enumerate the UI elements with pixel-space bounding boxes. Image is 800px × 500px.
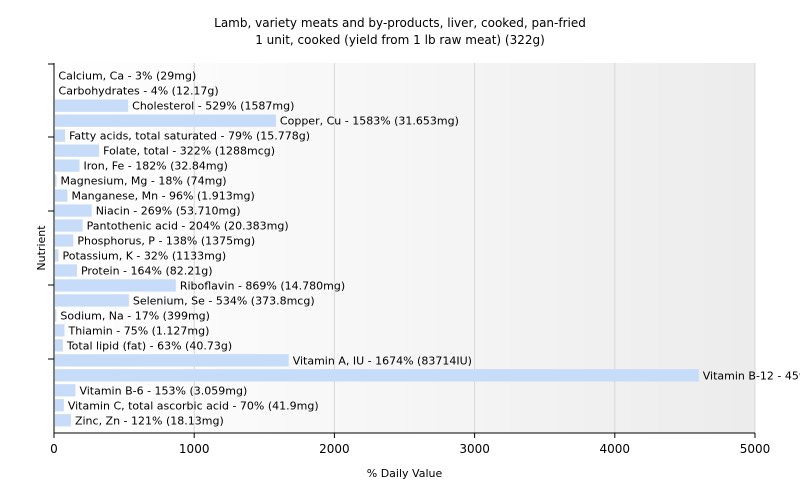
bar-label: Folate, total - 322% (1288mcg) [103,145,275,158]
bar [55,384,76,397]
bar [55,414,71,427]
x-tick-label: 0 [50,442,58,456]
x-tick-label: 1000 [179,442,210,456]
bar [55,249,59,262]
bar-label: Copper, Cu - 1583% (31.653mg) [280,115,459,128]
x-tick-labels: 0 1000 2000 3000 4000 5000 [50,442,770,456]
bar [55,324,65,337]
bars: Calcium, Ca - 3% (29mg) Carbohydrates - 4… [55,70,800,427]
bar-label: Total lipid (fat) - 63% (40.73g) [66,339,232,352]
bar [55,264,77,277]
bar-label: Zinc, Zn - 121% (18.13mg) [75,414,224,427]
x-tick-label: 5000 [740,442,771,456]
x-axis-label: % Daily Value [367,467,443,480]
bar-label: Sodium, Na - 17% (399mg) [60,309,210,322]
bar [55,309,57,322]
bar-label: Carbohydrates - 4% (12.17g) [59,85,219,98]
bar [55,219,83,232]
bar [55,399,64,412]
bar-label: Protein - 164% (82.21g) [81,264,213,277]
bar [55,369,699,382]
bar-label: Vitamin B-12 - 4599% (275.95mcg) [703,369,800,382]
bar-label: Selenium, Se - 534% (373.8mcg) [133,294,315,307]
bar [55,99,129,112]
bar [55,159,80,172]
bar [55,234,74,247]
bar-label: Pantothenic acid - 204% (20.383mg) [87,220,289,233]
bar-label: Vitamin B-6 - 153% (3.059mg) [79,384,247,397]
chart-title: Lamb, variety meats and by-products, liv… [214,16,586,30]
bar [55,189,68,202]
bar [55,129,66,142]
bar-label: Vitamin C, total ascorbic acid - 70% (41… [68,399,319,412]
bar [55,279,176,292]
bar-label: Vitamin A, IU - 1674% (83714IU) [293,354,472,367]
axes [48,63,756,438]
bar-label: Fatty acids, total saturated - 79% (15.7… [69,130,310,143]
bar-label: Cholesterol - 529% (1587mg) [132,100,294,113]
bar-label: Phosphorus, P - 138% (1375mg) [77,235,255,248]
bar [55,144,100,157]
bar [55,294,129,307]
y-axis-label: Nutrient [35,225,48,271]
bar-label: Manganese, Mn - 96% (1.913mg) [71,190,254,203]
chart-subtitle: 1 unit, cooked (yield from 1 lb raw meat… [255,33,545,47]
bar [55,204,92,217]
bar [55,354,289,367]
bar [55,114,276,127]
bar-label: Niacin - 269% (53.710mg) [96,205,241,218]
bar [55,339,63,352]
bar-label: Iron, Fe - 182% (32.84mg) [84,160,228,173]
bar-label: Potassium, K - 32% (1133mg) [62,249,226,262]
bar-label: Magnesium, Mg - 18% (74mg) [61,175,227,188]
bar-label: Riboflavin - 869% (14.780mg) [180,279,345,292]
bar-label: Thiamin - 75% (1.127mg) [68,324,210,337]
x-tick-label: 4000 [600,442,631,456]
bar-label: Calcium, Ca - 3% (29mg) [58,70,196,83]
bar [55,174,57,187]
x-tick-label: 3000 [459,442,490,456]
x-tick-label: 2000 [319,442,350,456]
